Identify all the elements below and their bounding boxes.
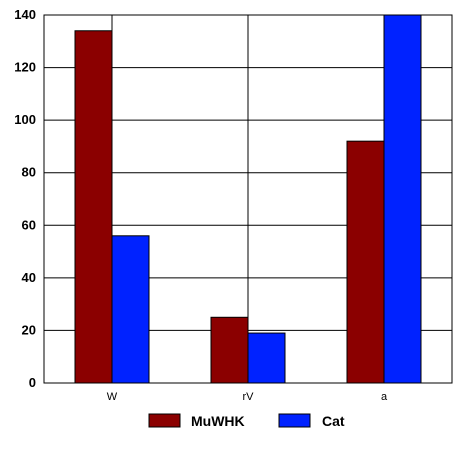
bar-Cat-a [383,14,422,384]
legend-label: Cat [322,413,345,429]
bar-MuWHK-a [346,140,385,384]
x-tick-label: W [107,391,118,403]
y-tick-label: 140 [14,7,36,22]
legend-label: MuWHK [191,413,245,429]
y-tick-label: 40 [22,270,36,285]
legend: MuWHK Cat [148,413,345,429]
y-tick-label: 0 [29,375,36,390]
x-tick-label: a [381,391,388,403]
bar-Cat-rV [247,332,286,384]
plot-frame [43,14,453,384]
y-tick-label: 120 [14,60,36,75]
y-tick-label: 20 [22,322,36,337]
bar-MuWHK-W [74,30,113,384]
x-tick-label: rV [243,391,255,403]
bar-MuWHK-rV [210,316,249,384]
legend-swatch [278,413,311,428]
y-tick-label: 100 [14,112,36,127]
y-tick-label: 80 [22,165,36,180]
legend-swatch [148,413,181,428]
bar-Cat-W [111,235,150,384]
y-axis-ticks: 0 20 40 60 80 100 120 140 [14,7,36,390]
y-tick-label: 60 [22,217,36,232]
bars [74,14,422,384]
